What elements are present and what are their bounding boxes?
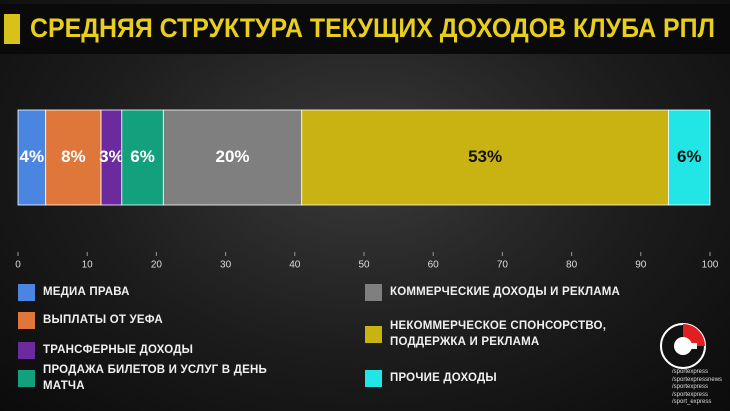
bar-segment — [45, 109, 102, 206]
data-label: 6% — [130, 147, 155, 166]
bar-segment — [668, 109, 711, 206]
legend-swatch — [18, 311, 35, 329]
legend-item: ТРАНСФЕРНЫЕ ДОХОДЫ — [18, 333, 283, 367]
legend-label: ПРОЧИЕ ДОХОДЫ — [390, 372, 497, 384]
legend-label: МЕДИА ПРАВА — [43, 286, 130, 298]
x-tick-label: 50 — [358, 260, 370, 271]
x-tick-label: 100 — [702, 260, 719, 271]
x-tick-label: 80 — [566, 260, 578, 271]
legend-item: ПРОЧИЕ ДОХОДЫ — [365, 361, 630, 395]
data-label: 4% — [20, 147, 45, 166]
x-tick-label: 10 — [82, 260, 94, 271]
legend-swatch — [18, 341, 35, 359]
x-tick-label: 40 — [289, 260, 301, 271]
legend-item: КОММЕРЧЕСКИЕ ДОХОДЫ И РЕКЛАМА — [365, 275, 630, 309]
chart-title: СРЕДНЯЯ СТРУКТУРА ТЕКУЩИХ ДОХОДОВ КЛУБА … — [30, 13, 715, 43]
data-label: 20% — [216, 147, 250, 166]
handle: /sportexpress — [672, 391, 709, 398]
data-label: 6% — [677, 147, 702, 166]
handle: /sportexpressnews — [672, 376, 723, 383]
x-tick-label: 20 — [151, 260, 163, 271]
bar-segment — [17, 109, 47, 206]
legend-swatch — [365, 283, 382, 301]
logo — [660, 323, 706, 369]
handle: /sport_express — [672, 399, 712, 405]
x-tick-label: 90 — [635, 260, 647, 271]
data-label: 53% — [468, 147, 502, 166]
legend-label: ТРАНСФЕРНЫЕ ДОХОДЫ — [43, 344, 194, 356]
x-tick-label: 60 — [428, 260, 440, 271]
data-label: 8% — [61, 147, 86, 166]
legend-label: НЕКОММЕРЧЕСКОЕ СПОНСОРСТВО, ПОДДЕРЖКА И … — [390, 320, 607, 348]
data-label: 3% — [99, 147, 124, 166]
bar-segment — [121, 109, 164, 206]
legend-swatch — [18, 283, 35, 301]
handle: /sportexpress — [672, 384, 709, 390]
legend-label: ПРОДАЖА БИЛЕТОВ И УСЛУГ В ДЕНЬ МАТЧА — [43, 364, 267, 392]
legend-swatch — [365, 369, 382, 387]
x-tick-label: 30 — [220, 260, 232, 271]
legend-item: МЕДИА ПРАВА — [18, 275, 283, 309]
legend-item: ВЫПЛАТЫ ОТ УЕФА — [18, 303, 283, 337]
x-tick-label: 70 — [497, 260, 509, 271]
legend-label: КОММЕРЧЕСКИЕ ДОХОДЫ И РЕКЛАМА — [390, 286, 621, 298]
bar-segment — [301, 109, 669, 206]
bar-segment — [162, 109, 303, 206]
handle: /sportexpress — [672, 369, 709, 375]
legend-swatch — [18, 369, 35, 387]
legend-item: НЕКОММЕРЧЕСКОЕ СПОНСОРСТВО, ПОДДЕРЖКА И … — [365, 317, 630, 351]
legend-swatch — [365, 325, 382, 343]
x-tick-label: 0 — [15, 260, 21, 271]
legend-label: ВЫПЛАТЫ ОТ УЕФА — [43, 314, 163, 326]
legend-item: ПРОДАЖА БИЛЕТОВ И УСЛУГ В ДЕНЬ МАТЧА — [18, 361, 283, 395]
title-marker — [4, 14, 20, 44]
title-bar — [0, 4, 730, 54]
